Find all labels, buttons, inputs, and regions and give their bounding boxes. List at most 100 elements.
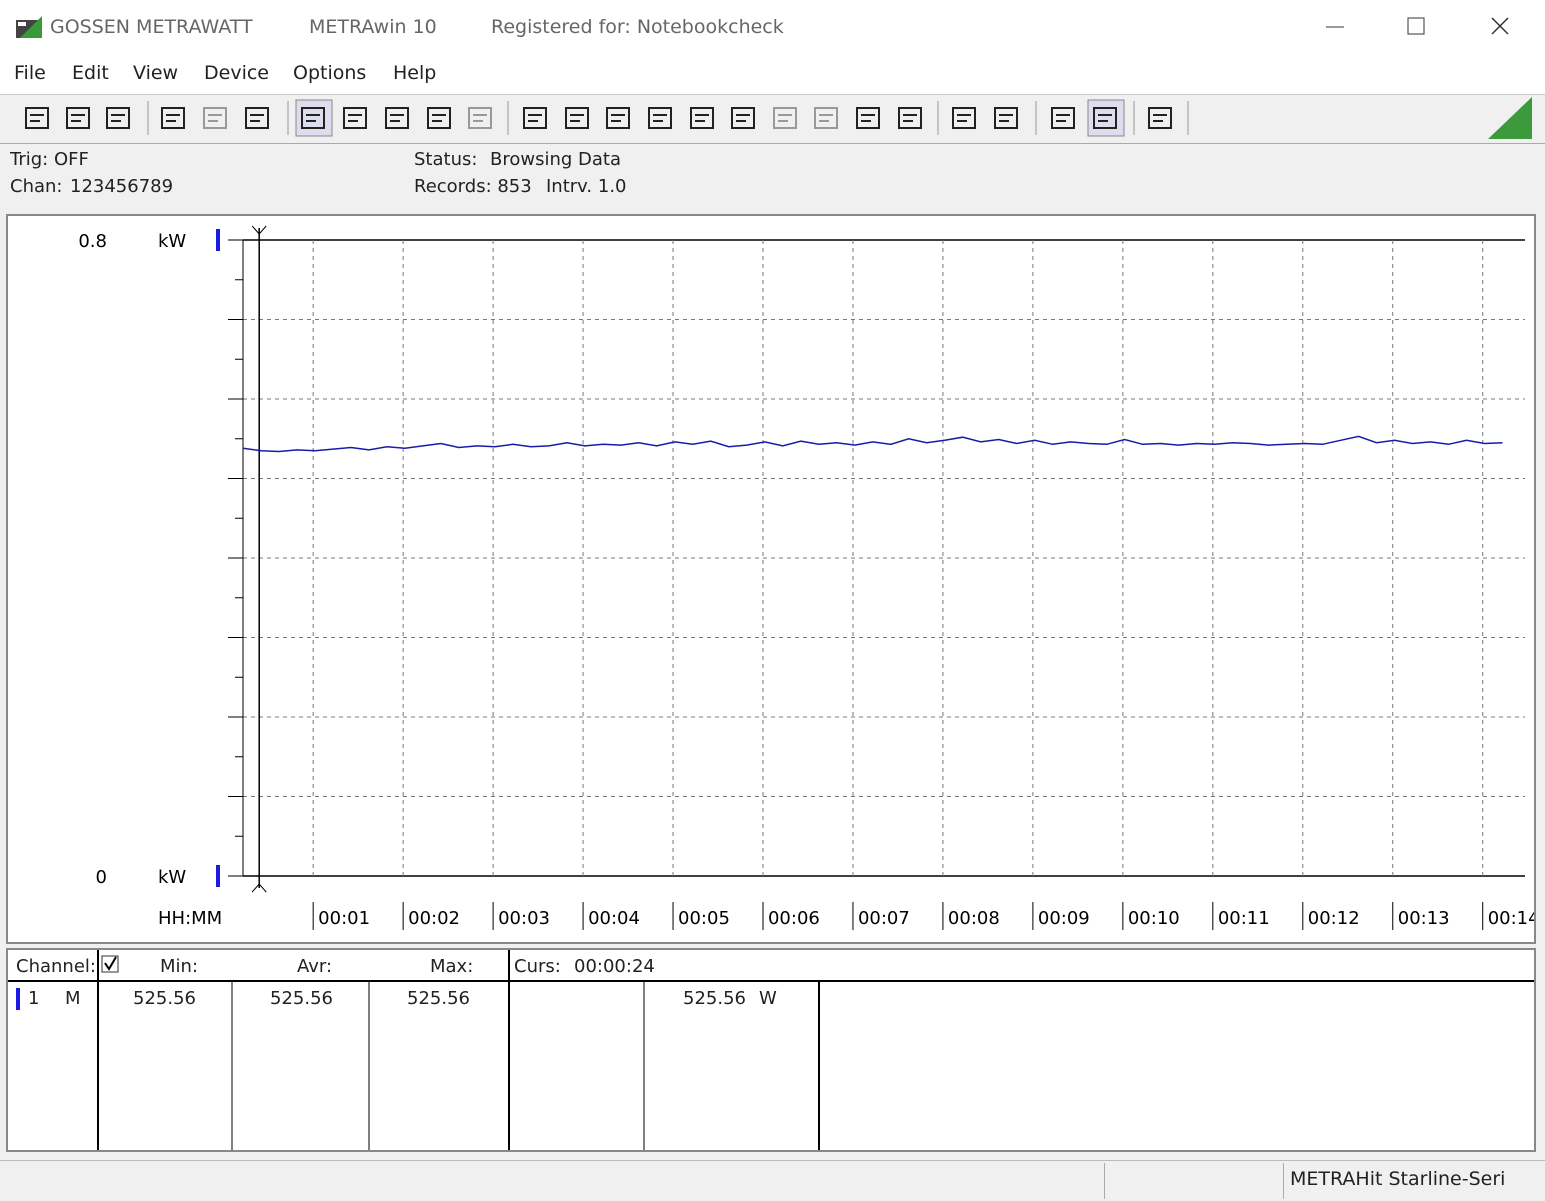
x-tick-label: 00:04	[588, 908, 640, 929]
chan-value: 123456789	[70, 176, 174, 197]
x-tick-label: 00:13	[1398, 908, 1450, 929]
x-axis-label: HH:MM	[158, 908, 222, 929]
toolbar-button[interactable]	[856, 107, 880, 129]
data-line	[242, 435, 1503, 453]
icon	[606, 107, 630, 129]
header-min: Min:	[160, 956, 199, 977]
row-min: 525.56	[133, 988, 196, 1009]
toolbar-button[interactable]	[385, 107, 409, 129]
toolbar-button[interactable]	[1087, 99, 1125, 137]
toolbar-button[interactable]	[1148, 107, 1172, 129]
row-unit: W	[759, 988, 777, 1009]
y-unit: kW	[158, 867, 186, 888]
toolbar-button[interactable]	[66, 107, 90, 129]
interval: Intrv. 1.0	[546, 176, 627, 197]
toolbar-button[interactable]	[468, 107, 492, 129]
trig: Trig: OFF	[10, 149, 89, 170]
menu-item[interactable]: View	[133, 62, 179, 84]
toolbar-button[interactable]	[343, 107, 367, 129]
menu-item[interactable]: Help	[393, 62, 437, 84]
y-tick-label: 0	[96, 867, 107, 888]
toolbar-button[interactable]	[106, 107, 130, 129]
icon	[898, 107, 922, 129]
curs-time: 00:00:24	[574, 956, 655, 977]
x-tick-label: 00:03	[498, 908, 550, 929]
menu-item[interactable]: Edit	[72, 62, 109, 84]
title-bar: GOSSEN METRAWATT METRAwin 10 Registered …	[0, 0, 1545, 52]
toolbar-button[interactable]	[523, 107, 547, 129]
toolbar-button[interactable]	[690, 107, 714, 129]
icon	[1051, 107, 1075, 129]
toolbar-button[interactable]	[814, 107, 838, 129]
toolbar-button[interactable]	[203, 107, 227, 129]
icon	[994, 107, 1018, 129]
status-label: Status:	[414, 149, 478, 170]
window-controls	[1326, 17, 1509, 35]
header-avr: Avr:	[297, 956, 333, 977]
row-mode: M	[65, 988, 81, 1009]
icon	[731, 107, 755, 129]
toolbar-button[interactable]	[731, 107, 755, 129]
chart: 0 kW 0.8 kW 00:01 00:02 00:03 00:04 00:05 00:06 00…	[78, 225, 1540, 930]
device-name: METRAHit Starline-Seri	[1290, 1168, 1506, 1190]
toolbar-button[interactable]	[1051, 107, 1075, 129]
toolbar-button[interactable]	[898, 107, 922, 129]
x-tick-label: 00:10	[1128, 908, 1180, 929]
menu-item[interactable]: Options	[293, 62, 367, 84]
icon	[106, 107, 130, 129]
status-value: Browsing Data	[490, 149, 622, 170]
toolbar-button[interactable]	[606, 107, 630, 129]
icon	[523, 107, 547, 129]
icon	[856, 107, 880, 129]
header-max: Max:	[430, 956, 474, 977]
product-name: METRAwin 10	[309, 16, 437, 38]
x-tick-label: 00:06	[768, 908, 820, 929]
x-tick-label: 00:08	[948, 908, 1000, 929]
icon	[245, 107, 269, 129]
toolbar-icons	[25, 97, 1532, 139]
icon	[814, 107, 838, 129]
icon	[565, 107, 589, 129]
toolbar-button[interactable]	[427, 107, 451, 129]
row-avr: 525.56	[270, 988, 333, 1009]
x-tick-label: 00:02	[408, 908, 460, 929]
toolbar-button[interactable]	[994, 107, 1018, 129]
icon	[690, 107, 714, 129]
toolbar-button[interactable]	[245, 107, 269, 129]
app-name: GOSSEN METRAWATT	[50, 16, 253, 38]
row-max: 525.56	[407, 988, 470, 1009]
menu-item[interactable]: File	[14, 62, 46, 84]
icon	[1148, 107, 1172, 129]
registration: Registered for: Notebookcheck	[491, 16, 784, 38]
x-tick-label: 00:05	[678, 908, 730, 929]
toolbar-button[interactable]	[295, 99, 333, 137]
header-channel: Channel:	[16, 956, 96, 977]
icon	[343, 107, 367, 129]
x-tick-label: 00:12	[1308, 908, 1360, 929]
maximize[interactable]	[1407, 17, 1425, 35]
x-tick-label: 00:09	[1038, 908, 1090, 929]
toolbar-button[interactable]	[25, 107, 49, 129]
toolbar-button[interactable]	[565, 107, 589, 129]
x-tick-label: 00:14	[1488, 908, 1534, 929]
icon	[773, 107, 797, 129]
icon	[66, 107, 90, 129]
cursor-handle	[251, 225, 267, 235]
close[interactable]	[1491, 17, 1509, 35]
toolbar-button[interactable]	[952, 107, 976, 129]
chart-panel: 0 kW 0.8 kW 00:01 00:02 00:03 00:04 00:05 00:06 00…	[6, 214, 1540, 944]
menu-item[interactable]: Device	[204, 62, 269, 84]
toolbar-button[interactable]	[648, 107, 672, 129]
x-tick-label: 00:11	[1218, 908, 1270, 929]
channel-scale-marker	[216, 229, 220, 251]
icon	[952, 107, 976, 129]
toolbar-button[interactable]	[773, 107, 797, 129]
header-curs: Curs:	[514, 956, 561, 977]
row-curs: 525.56	[683, 988, 746, 1009]
toolbar-button[interactable]	[161, 107, 185, 129]
status-bar: METRAHit Starline-Seri	[0, 1160, 1545, 1201]
x-tick-label: 00:07	[858, 908, 910, 929]
icon	[203, 107, 227, 129]
y-unit: kW	[158, 231, 186, 252]
toolbar	[0, 94, 1545, 144]
